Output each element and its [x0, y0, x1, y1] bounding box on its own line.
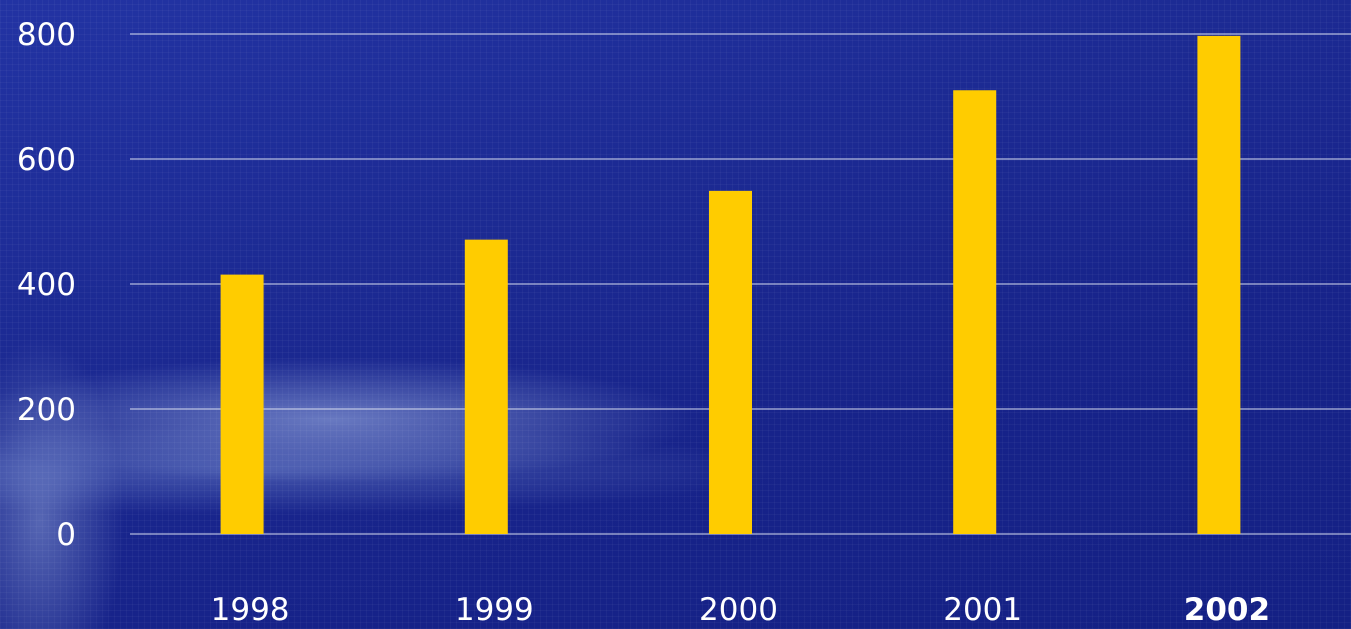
x-tick-label: 1999 [455, 592, 534, 628]
x-axis: 1998 1999 2000 2001 2002 [211, 592, 1270, 628]
y-tick-label: 400 [17, 267, 76, 303]
y-tick-label: 800 [17, 17, 76, 53]
x-tick-label: 1998 [211, 592, 290, 628]
x-tick-label: 2002 [1184, 592, 1270, 628]
bar-1999 [464, 239, 508, 534]
y-axis: 0 200 400 600 800 [17, 17, 76, 553]
bar-2001 [953, 90, 997, 534]
x-tick-label: 2001 [943, 592, 1022, 628]
y-tick-label: 200 [17, 392, 76, 428]
bar-2002 [1197, 35, 1241, 534]
y-tick-label: 600 [17, 142, 76, 178]
bar-1998 [220, 274, 264, 534]
y-tick-label: 0 [56, 517, 76, 553]
bars [220, 35, 1241, 534]
bar-2000 [709, 190, 752, 534]
x-tick-label: 2000 [699, 592, 778, 628]
